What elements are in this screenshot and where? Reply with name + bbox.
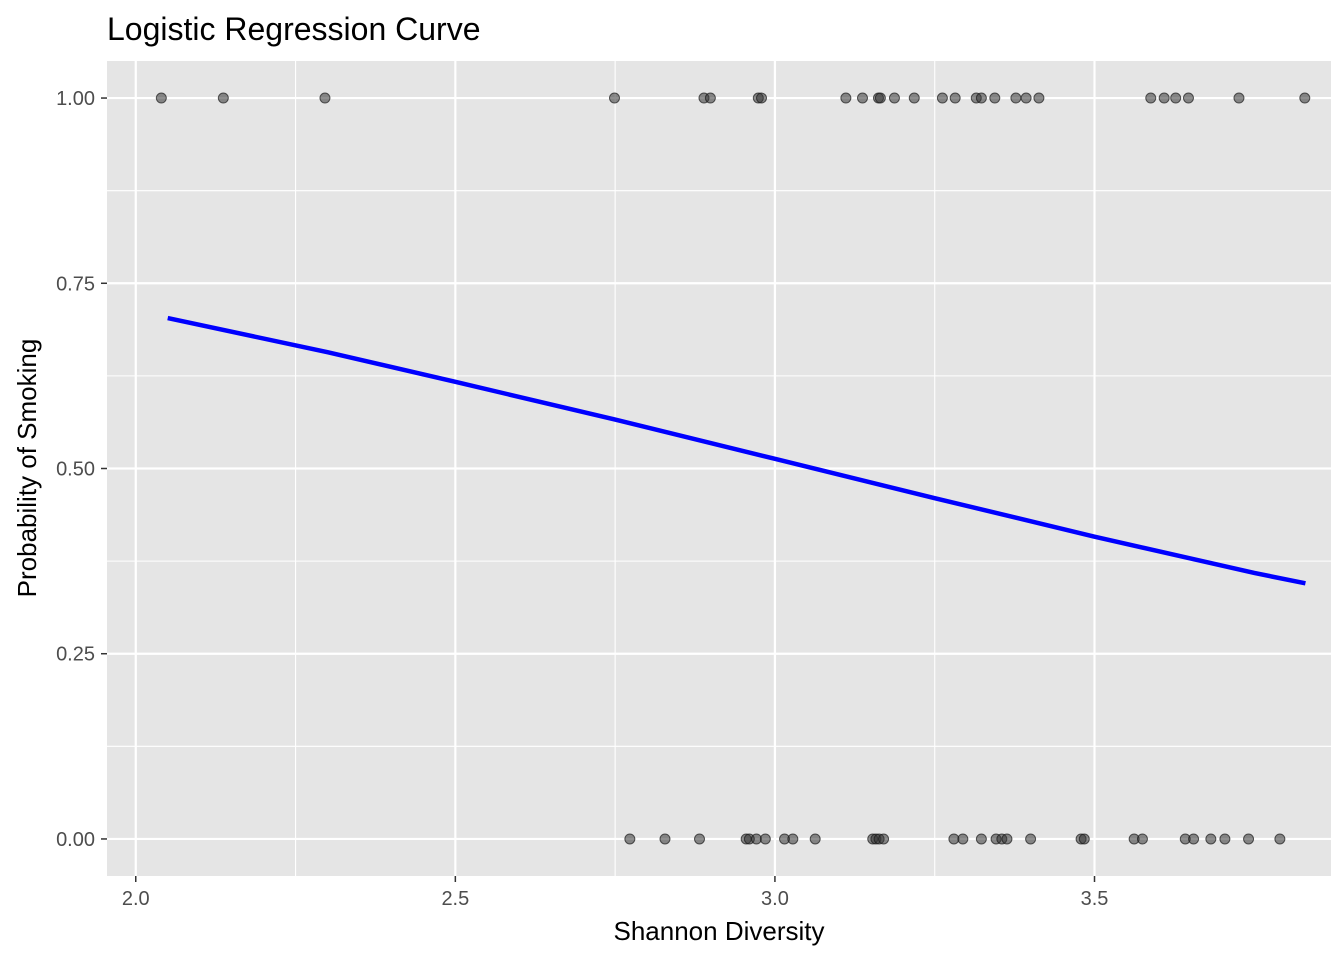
x-axis-label: Shannon Diversity bbox=[614, 916, 825, 946]
data-point bbox=[878, 833, 890, 845]
data-point bbox=[1219, 833, 1231, 845]
data-point bbox=[949, 92, 961, 104]
data-point bbox=[1243, 833, 1255, 845]
data-point bbox=[319, 92, 331, 104]
data-point bbox=[1001, 833, 1013, 845]
data-point bbox=[1182, 92, 1194, 104]
y-axis-label: Probability of Smoking bbox=[12, 339, 42, 598]
data-point bbox=[975, 92, 987, 104]
x-tick-label: 2.0 bbox=[122, 888, 150, 910]
data-point bbox=[1274, 833, 1286, 845]
data-point bbox=[1010, 92, 1022, 104]
data-point bbox=[1299, 92, 1311, 104]
data-point bbox=[856, 92, 868, 104]
data-point bbox=[840, 92, 852, 104]
data-point bbox=[155, 92, 167, 104]
data-point bbox=[874, 92, 886, 104]
y-tick-label: 0.50 bbox=[56, 459, 95, 481]
data-point bbox=[694, 833, 706, 845]
data-point bbox=[975, 833, 987, 845]
data-point bbox=[608, 92, 620, 104]
data-point bbox=[936, 92, 948, 104]
data-point bbox=[1078, 833, 1090, 845]
data-point bbox=[624, 833, 636, 845]
data-point bbox=[1033, 92, 1045, 104]
data-point bbox=[1136, 833, 1148, 845]
data-point bbox=[1145, 92, 1157, 104]
chart-title: Logistic Regression Curve bbox=[107, 11, 481, 47]
data-point bbox=[704, 92, 716, 104]
data-point bbox=[989, 92, 1001, 104]
data-points bbox=[155, 92, 1311, 845]
data-point bbox=[1233, 92, 1245, 104]
data-point bbox=[1170, 92, 1182, 104]
y-tick-label: 0.00 bbox=[56, 829, 95, 851]
data-point bbox=[1025, 833, 1037, 845]
grid-lines bbox=[107, 61, 1331, 876]
x-tick-label: 3.5 bbox=[1081, 888, 1109, 910]
y-tick-label: 0.25 bbox=[56, 644, 95, 666]
data-point bbox=[1020, 92, 1032, 104]
regression-curve-layer bbox=[167, 315, 1306, 586]
data-point bbox=[759, 833, 771, 845]
regression-curve bbox=[167, 315, 1306, 586]
data-point bbox=[908, 92, 920, 104]
x-tick-label: 2.5 bbox=[441, 888, 469, 910]
data-point bbox=[888, 92, 900, 104]
data-point bbox=[1158, 92, 1170, 104]
y-tick-label: 1.00 bbox=[56, 88, 95, 110]
data-point bbox=[809, 833, 821, 845]
data-point bbox=[1188, 833, 1200, 845]
y-tick-label: 0.75 bbox=[56, 273, 95, 295]
data-point bbox=[756, 92, 768, 104]
data-point bbox=[659, 833, 671, 845]
data-point bbox=[787, 833, 799, 845]
data-point bbox=[1205, 833, 1217, 845]
x-tick-label: 3.0 bbox=[761, 888, 789, 910]
data-point bbox=[217, 92, 229, 104]
axes: 2.0 2.5 3.0 3.5 0.00 0.25 0.50 0.75 1.00 bbox=[56, 88, 1108, 910]
data-point bbox=[957, 833, 969, 845]
